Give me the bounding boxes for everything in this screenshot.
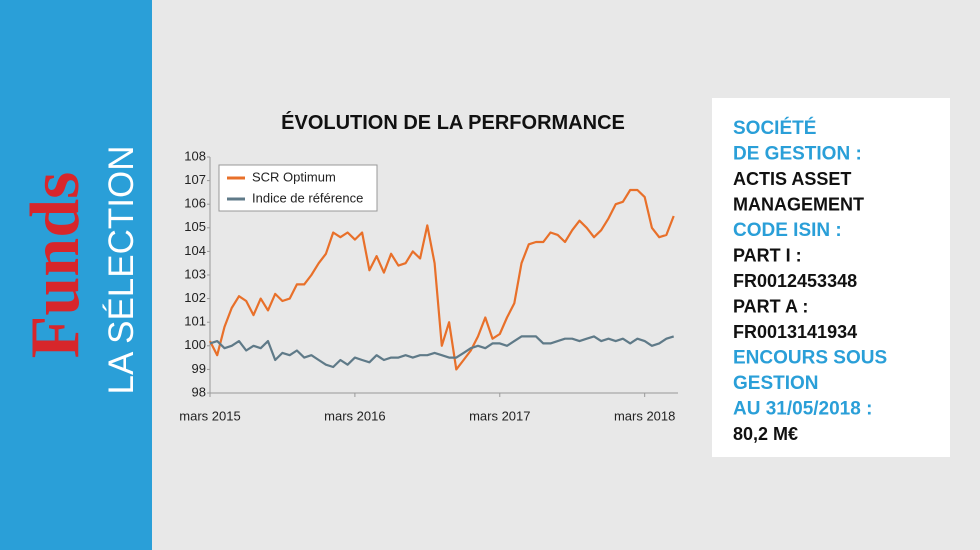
brand-subtitle: LA SÉLECTION bbox=[102, 146, 141, 395]
line-series bbox=[209, 335, 675, 369]
info-value: PART A : bbox=[733, 297, 808, 317]
info-label: DE GESTION : bbox=[733, 144, 862, 165]
chart-title: ÉVOLUTION DE LA PERFORMANCE bbox=[281, 111, 625, 134]
y-tick-label: 99 bbox=[192, 361, 206, 376]
y-tick-label: 102 bbox=[184, 290, 206, 305]
info: SOCIÉTÉ DE GESTION : ACTIS ASSET MANAGEMENT… bbox=[733, 117, 887, 444]
info-value: ACTIS ASSET bbox=[733, 169, 851, 189]
x-tick-label: mars 2018 bbox=[614, 408, 675, 423]
y-tick-label: 107 bbox=[184, 172, 206, 187]
info-label: GESTION bbox=[733, 373, 819, 394]
x-tick-label: mars 2015 bbox=[179, 408, 240, 423]
info-value: FR0013141934 bbox=[733, 322, 857, 342]
line-series bbox=[209, 188, 675, 371]
info-value: 80,2 M€ bbox=[733, 424, 798, 444]
info-value: PART I : bbox=[733, 246, 802, 266]
info-label: AU 31/05/2018 : bbox=[733, 399, 872, 420]
info-panel bbox=[712, 98, 950, 457]
info-label: CODE ISIN : bbox=[733, 220, 842, 241]
y-tick-label: 101 bbox=[184, 314, 206, 329]
legend-label: Indice de référence bbox=[252, 190, 363, 205]
y-tick-label: 103 bbox=[184, 266, 206, 281]
legend-label: SCR Optimum bbox=[252, 169, 336, 184]
brand-title: Funds bbox=[17, 172, 94, 359]
y-tick-label: 98 bbox=[192, 384, 206, 399]
info-label: SOCIÉTÉ bbox=[733, 117, 816, 139]
x-tick-label: mars 2016 bbox=[324, 408, 385, 423]
info-value: MANAGEMENT bbox=[733, 195, 864, 215]
y-tick-label: 105 bbox=[184, 219, 206, 234]
y-tick-label: 108 bbox=[184, 148, 206, 163]
info-value: FR0012453348 bbox=[733, 271, 857, 291]
x-tick-label: mars 2017 bbox=[469, 408, 530, 423]
y-tick-label: 104 bbox=[184, 243, 206, 258]
chart: 98 99 100 101 102 103 104 105 106 107 108 mars 2015… bbox=[179, 148, 678, 423]
y-tick-label: 100 bbox=[184, 337, 206, 352]
legend-box bbox=[218, 164, 378, 212]
y-tick-label: 106 bbox=[184, 196, 206, 211]
info-label: ENCOURS SOUS bbox=[733, 348, 887, 369]
sidebar bbox=[0, 0, 152, 550]
